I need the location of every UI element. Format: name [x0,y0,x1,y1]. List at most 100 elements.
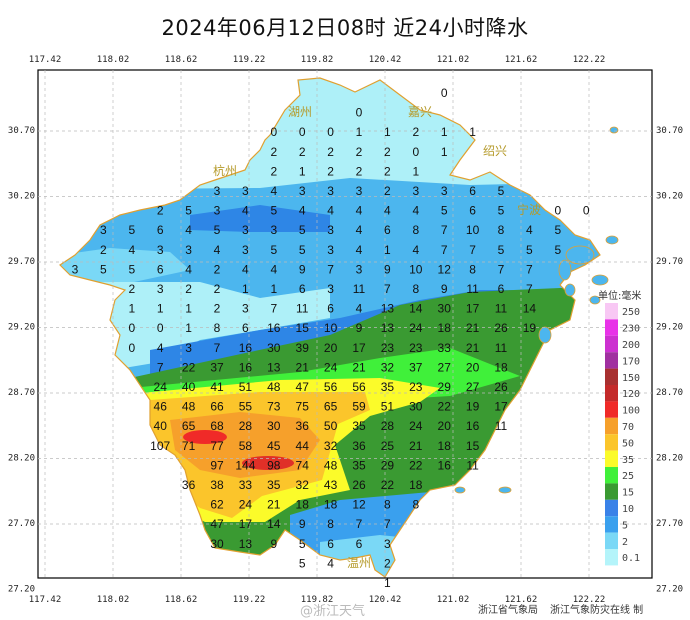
rain-value: 7 [526,282,533,296]
rain-value: 3 [412,184,419,198]
rain-value: 2 [100,243,107,257]
rain-value: 2 [214,262,221,276]
rain-value: 5 [185,204,192,218]
islands [454,126,619,494]
rain-value: 5 [270,243,277,257]
lon-tick-bottom: 119.22 [233,595,266,605]
legend-label: 100 [622,406,640,417]
rain-value: 5 [100,262,107,276]
rain-value: 6 [356,537,363,551]
rain-value: 66 [210,400,224,414]
rain-value: 39 [296,341,310,355]
lat-tick-left: 30.70 [8,126,35,136]
rain-value: 8 [412,223,419,237]
graticule [38,70,652,578]
rain-value: 4 [185,223,192,237]
rain-value: 8 [469,262,476,276]
rain-value: 8 [412,282,419,296]
rain-value: 17 [352,341,366,355]
lat-tick-right: 29.70 [656,257,683,267]
rain-value: 15 [296,321,310,335]
map-frame [37,69,653,579]
rain-value: 48 [324,458,338,472]
rain-value: 5 [441,204,448,218]
lat-tick-left: 27.70 [8,519,35,529]
lon-tick-top: 120.42 [369,55,402,65]
lat-tick-left: 28.20 [8,454,35,464]
legend-label: 170 [622,356,640,367]
rain-value: 21 [409,439,423,453]
legend-label: 120 [622,389,640,400]
rain-value: 25 [381,439,395,453]
rain-value: 65 [182,419,196,433]
rain-value: 6 [498,282,505,296]
rain-value: 10 [409,262,423,276]
rain-value: 22 [182,360,196,374]
rain-value: 7 [441,223,448,237]
rain-value: 1 [157,302,164,316]
legend-swatch [605,335,618,353]
rain-value: 1 [412,164,419,178]
rain-value: 9 [299,517,306,531]
legend-swatch [605,483,618,500]
rain-value: 18 [438,321,452,335]
rain-value: 26 [352,478,366,492]
rain-value: 30 [409,400,423,414]
lat-tick-right: 30.70 [656,126,683,136]
legend-swatch [605,319,618,336]
rain-value: 6 [327,302,334,316]
rain-value: 2 [384,145,391,159]
rain-value: 6 [157,262,164,276]
rain-value: 59 [352,400,366,414]
rain-value: 5 [299,537,306,551]
rain-value: 8 [214,321,221,335]
rain-value: 23 [409,380,423,394]
rain-value: 20 [324,341,338,355]
lon-tick-bottom: 122.22 [573,595,606,605]
rain-value: 41 [210,380,224,394]
rain-value: 22 [381,478,395,492]
rain-value: 4 [214,243,221,257]
rain-value: 3 [100,223,107,237]
rain-value: 9 [441,282,448,296]
city-label: 杭州 [213,163,237,178]
rain-value: 45 [267,439,281,453]
rain-value: 37 [210,360,224,374]
rain-value: 4 [384,204,391,218]
legend-swatch [605,467,618,484]
rain-value: 35 [267,478,281,492]
rain-value: 27 [438,360,452,374]
rain-value: 5 [270,204,277,218]
legend-label: 10 [622,504,634,515]
rain-value: 8 [412,498,419,512]
rain-value: 19 [466,400,480,414]
rain-value: 14 [523,302,537,316]
rain-value: 12 [438,262,452,276]
rain-value: 77 [210,439,224,453]
rain-value: 2 [157,204,164,218]
rain-value: 29 [438,380,452,394]
legend-swatch [605,499,618,517]
rain-value: 11 [495,341,508,355]
lon-tick-bottom: 118.02 [97,595,130,605]
rain-value: 24 [409,321,423,335]
rain-value: 65 [324,400,338,414]
rain-value: 5 [554,223,561,237]
rain-value: 30 [267,341,281,355]
watermark: @浙江天气 [300,604,366,619]
rain-value: 26 [494,321,508,335]
rain-value: 19 [523,321,537,335]
rain-value: 21 [296,360,310,374]
rain-value: 30 [438,302,452,316]
legend-label: 25 [622,471,634,482]
lon-tick-top: 117.42 [29,55,62,65]
credit-bureau: 浙江省气象局 [478,605,538,616]
lon-tick-top: 119.22 [233,55,266,65]
rain-value: 3 [327,184,334,198]
rain-value: 3 [185,243,192,257]
rain-value: 11 [495,419,508,433]
rain-value: 36 [182,478,196,492]
rain-value: 35 [381,380,395,394]
legend-swatch [605,352,618,369]
rain-value: 17 [466,302,480,316]
